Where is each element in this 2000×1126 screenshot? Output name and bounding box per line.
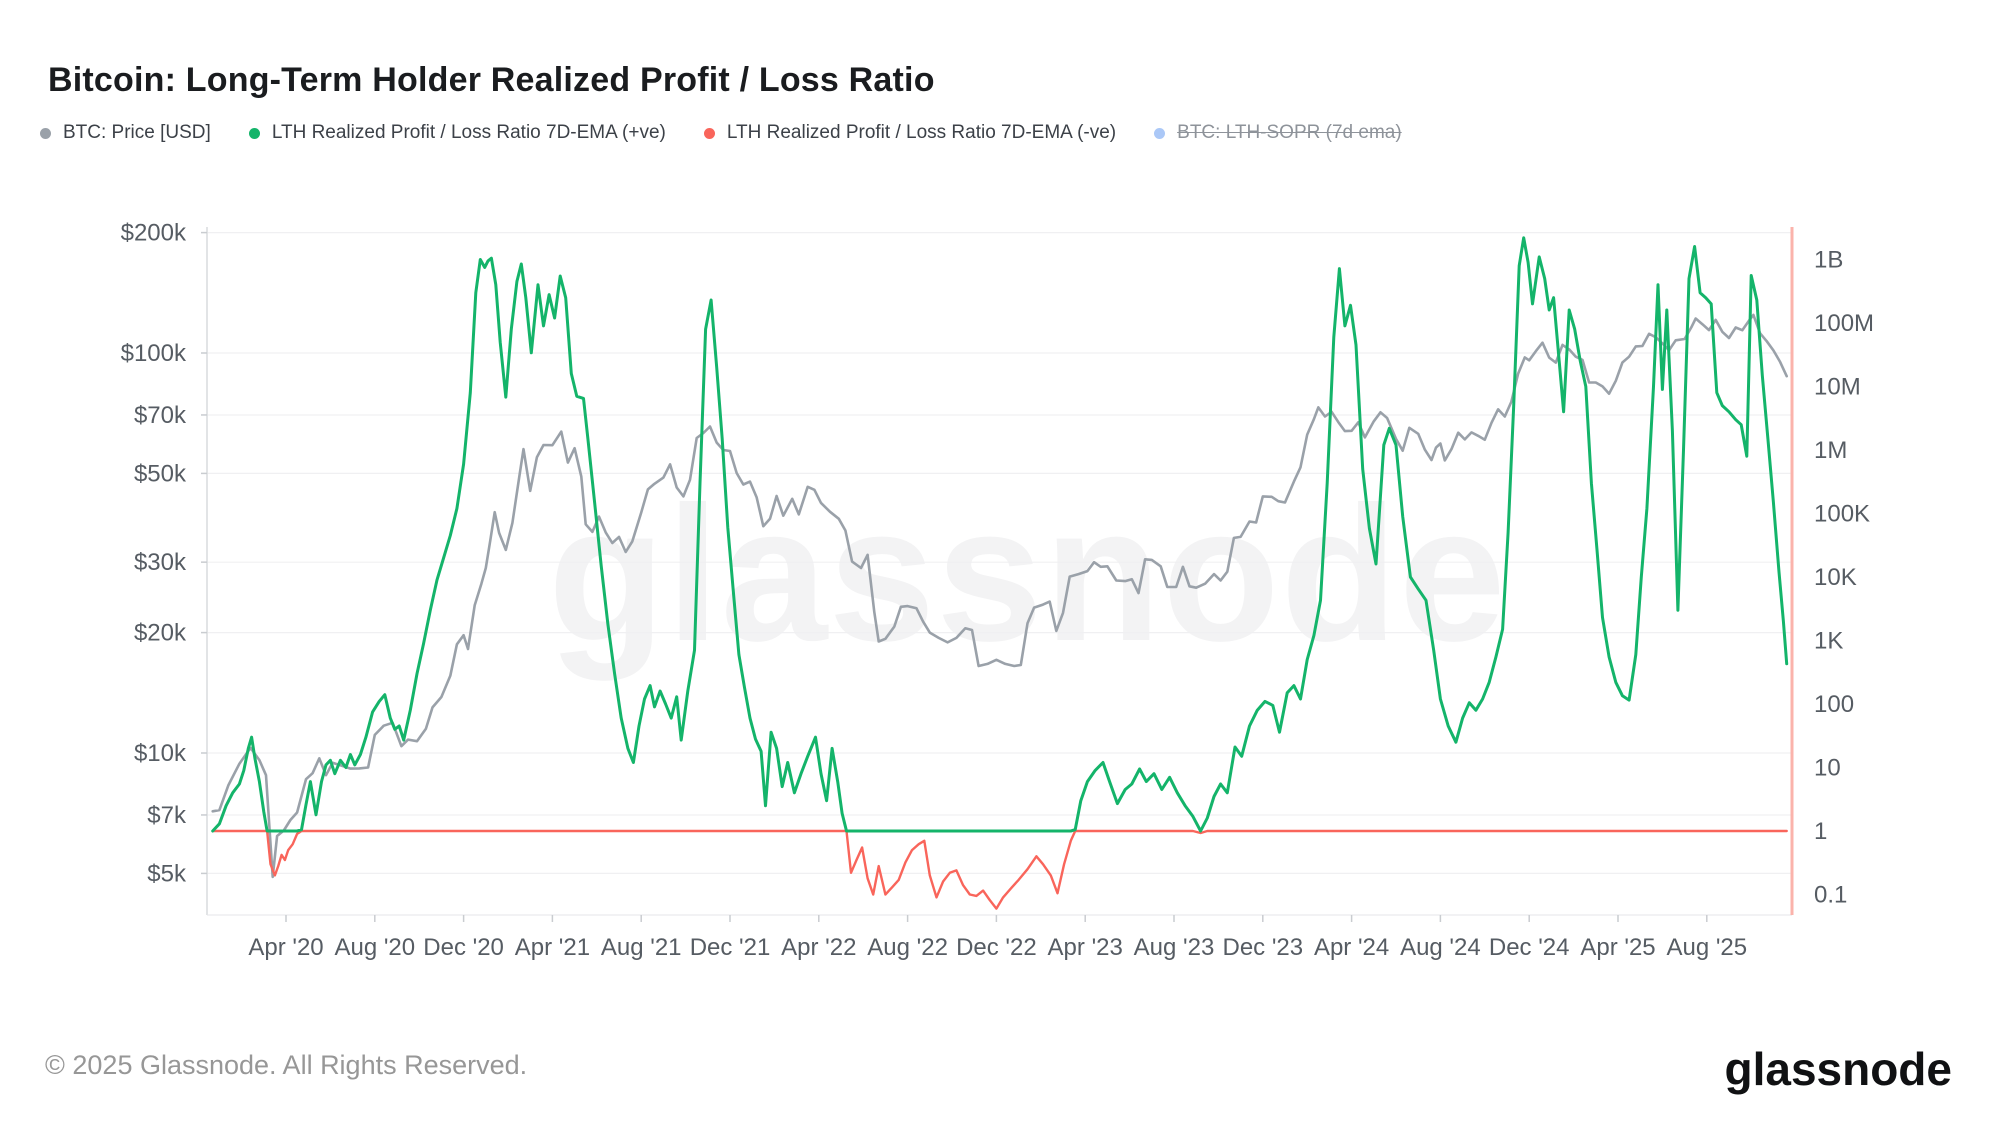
glassnode-logo: glassnode <box>1724 1043 1952 1095</box>
x-tick-label: Apr '21 <box>515 934 590 961</box>
x-axis: Apr '20 Aug '20 Dec '20 Apr '21 Aug '21 Dec '… <box>248 915 1747 961</box>
legend: BTC: Price [USD] LTH Realized Profit / Lo… <box>40 122 1402 144</box>
gridlines <box>207 232 1792 875</box>
legend-item-label: LTH Realized Profit / Loss Ratio 7D-EMA … <box>271 122 666 143</box>
x-tick-label: Aug '24 <box>1400 934 1481 961</box>
left-tick-label: $70k <box>134 402 187 429</box>
x-tick-label: Aug '20 <box>334 934 415 961</box>
left-tick-label: $10k <box>134 740 187 767</box>
right-tick-label: 1K <box>1814 628 1843 655</box>
right-tick-label: 1M <box>1814 437 1847 464</box>
x-tick-label: Aug '25 <box>1666 934 1747 961</box>
x-tick-label: Dec '20 <box>423 934 504 961</box>
x-tick-label: Apr '24 <box>1314 934 1389 961</box>
legend-item-label: LTH Realized Profit / Loss Ratio 7D-EMA … <box>726 122 1117 143</box>
right-tick-label: 10K <box>1814 564 1857 591</box>
x-tick-label: Dec '23 <box>1222 934 1303 961</box>
x-tick-label: Apr '20 <box>248 934 323 961</box>
legend-item-btc-price[interactable]: BTC: Price [USD] <box>40 122 211 144</box>
left-tick-label: $30k <box>134 549 187 576</box>
legend-item-btc-lth-sopr[interactable]: BTC: LTH-SOPR (7d ema) <box>1154 122 1402 144</box>
x-tick-label: Dec '24 <box>1489 934 1570 961</box>
left-tick-label: $100k <box>121 340 187 367</box>
right-tick-label: 0.1 <box>1814 882 1847 909</box>
right-tick-label: 10 <box>1814 755 1841 782</box>
price-line <box>211 313 1788 879</box>
right-tick-label: 10M <box>1814 374 1861 401</box>
lth-ratio-negative-dot-icon <box>703 127 715 139</box>
right-tick-label: 1B <box>1814 247 1843 274</box>
page-title: Bitcoin: Long-Term Holder Realized Profi… <box>48 60 935 99</box>
lth-ratio-positive-dot-icon <box>248 127 260 139</box>
right-tick-label: 1 <box>1814 818 1827 845</box>
legend-item-lth-ratio-positive[interactable]: LTH Realized Profit / Loss Ratio 7D-EMA … <box>248 122 666 144</box>
left-tick-label: $50k <box>134 460 187 487</box>
x-tick-label: Aug '22 <box>867 934 948 961</box>
left-tick-label: $7k <box>147 802 187 829</box>
left-axis-labels: $200k $100k $70k $50k $30k $20k $10k $7k $5k <box>121 220 207 887</box>
legend-item-lth-ratio-negative[interactable]: LTH Realized Profit / Loss Ratio 7D-EMA … <box>703 122 1117 144</box>
footer-copyright: © 2025 Glassnode. All Rights Reserved. <box>45 1050 528 1080</box>
x-tick-label: Apr '23 <box>1048 934 1123 961</box>
ratio-line-positive <box>211 236 1789 833</box>
x-tick-label: Apr '25 <box>1580 934 1655 961</box>
legend-item-label: BTC: Price [USD] <box>63 122 211 143</box>
x-tick-label: Dec '21 <box>690 934 771 961</box>
right-tick-label: 100 <box>1814 691 1854 718</box>
x-tick-label: Aug '21 <box>601 934 682 961</box>
right-axis-labels: 1B 100M 10M 1M 100K 10K 1K 100 10 1 0.1 <box>1814 247 1874 909</box>
ratio-line-negative <box>211 829 1788 910</box>
left-tick-label: $20k <box>134 620 187 647</box>
x-tick-label: Aug '23 <box>1134 934 1215 961</box>
left-tick-label: $5k <box>147 860 187 887</box>
glassnode-watermark: glassnode <box>548 466 1507 681</box>
legend-item-label: BTC: LTH-SOPR (7d ema) <box>1177 122 1402 143</box>
btc-lth-sopr-dot-icon <box>1154 127 1166 139</box>
x-tick-label: Dec '22 <box>956 934 1037 961</box>
btc-price-dot-icon <box>40 127 51 139</box>
left-tick-label: $200k <box>121 220 187 247</box>
right-tick-label: 100M <box>1814 310 1874 337</box>
right-tick-label: 100K <box>1814 501 1870 528</box>
x-tick-label: Apr '22 <box>781 934 856 961</box>
